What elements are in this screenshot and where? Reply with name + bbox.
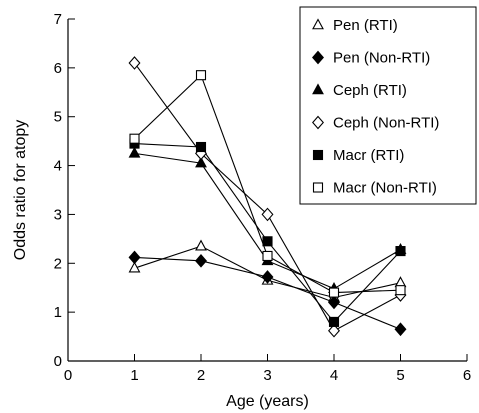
data-point — [261, 207, 274, 222]
data-point — [261, 270, 274, 284]
data-point — [128, 261, 141, 273]
data-point — [129, 133, 140, 144]
data-point — [195, 156, 207, 168]
y-tick-label: 3 — [54, 206, 62, 223]
legend-label: Pen (RTI) — [333, 17, 398, 34]
data-point — [395, 246, 406, 257]
y-tick-label: 5 — [54, 109, 62, 126]
chart-series — [128, 56, 407, 338]
data-point — [312, 115, 324, 130]
data-point — [195, 239, 207, 251]
data-point — [128, 56, 141, 70]
y-tick-label: 1 — [54, 304, 62, 321]
data-point — [262, 236, 273, 247]
x-tick-label: 4 — [330, 367, 338, 384]
y-tick-label: 4 — [54, 158, 62, 175]
legend-label: Pen (Non-RTI) — [333, 50, 430, 67]
data-point — [312, 182, 324, 193]
x-tick-label: 2 — [197, 367, 205, 384]
data-point — [394, 322, 407, 337]
legend-label: Macr (Non-RTI) — [333, 180, 437, 197]
y-tick-label: 6 — [54, 60, 62, 77]
data-point — [328, 316, 340, 327]
data-point — [262, 250, 273, 262]
data-point — [312, 18, 324, 30]
legend-label: Ceph (RTI) — [333, 82, 407, 99]
data-point — [195, 254, 207, 268]
y-axis-label: Odds ratio for atopy — [12, 120, 29, 261]
data-point — [195, 141, 207, 153]
y-tick-label: 7 — [54, 11, 62, 28]
x-tick-label: 1 — [130, 367, 138, 384]
chart-axes: 0 1 2 3 4 5 6 7 0 1 2 3 4 5 6 — [54, 11, 472, 384]
y-tick-label: 0 — [54, 353, 62, 370]
x-axis-label: Age (years) — [226, 393, 309, 410]
data-point — [128, 146, 141, 158]
data-point — [328, 287, 340, 298]
data-point — [312, 50, 324, 65]
data-point — [328, 295, 340, 310]
x-tick-label: 0 — [64, 367, 72, 384]
chart-legend: Pen (RTI) Pen (Non-RTI) Ceph (RTI) Ceph (No… — [299, 6, 477, 205]
legend-label: Macr (RTI) — [333, 147, 404, 164]
legend-label: Ceph (Non-RTI) — [333, 115, 439, 132]
data-point — [395, 285, 406, 296]
data-point — [312, 149, 324, 161]
data-point — [195, 70, 207, 81]
x-tick-label: 6 — [463, 367, 471, 384]
legend-box — [299, 6, 477, 205]
y-tick-label: 2 — [54, 255, 62, 272]
data-point — [312, 83, 324, 95]
data-point — [328, 323, 340, 338]
x-tick-label: 3 — [263, 367, 271, 384]
x-tick-label: 5 — [396, 367, 404, 384]
data-point — [128, 250, 141, 265]
